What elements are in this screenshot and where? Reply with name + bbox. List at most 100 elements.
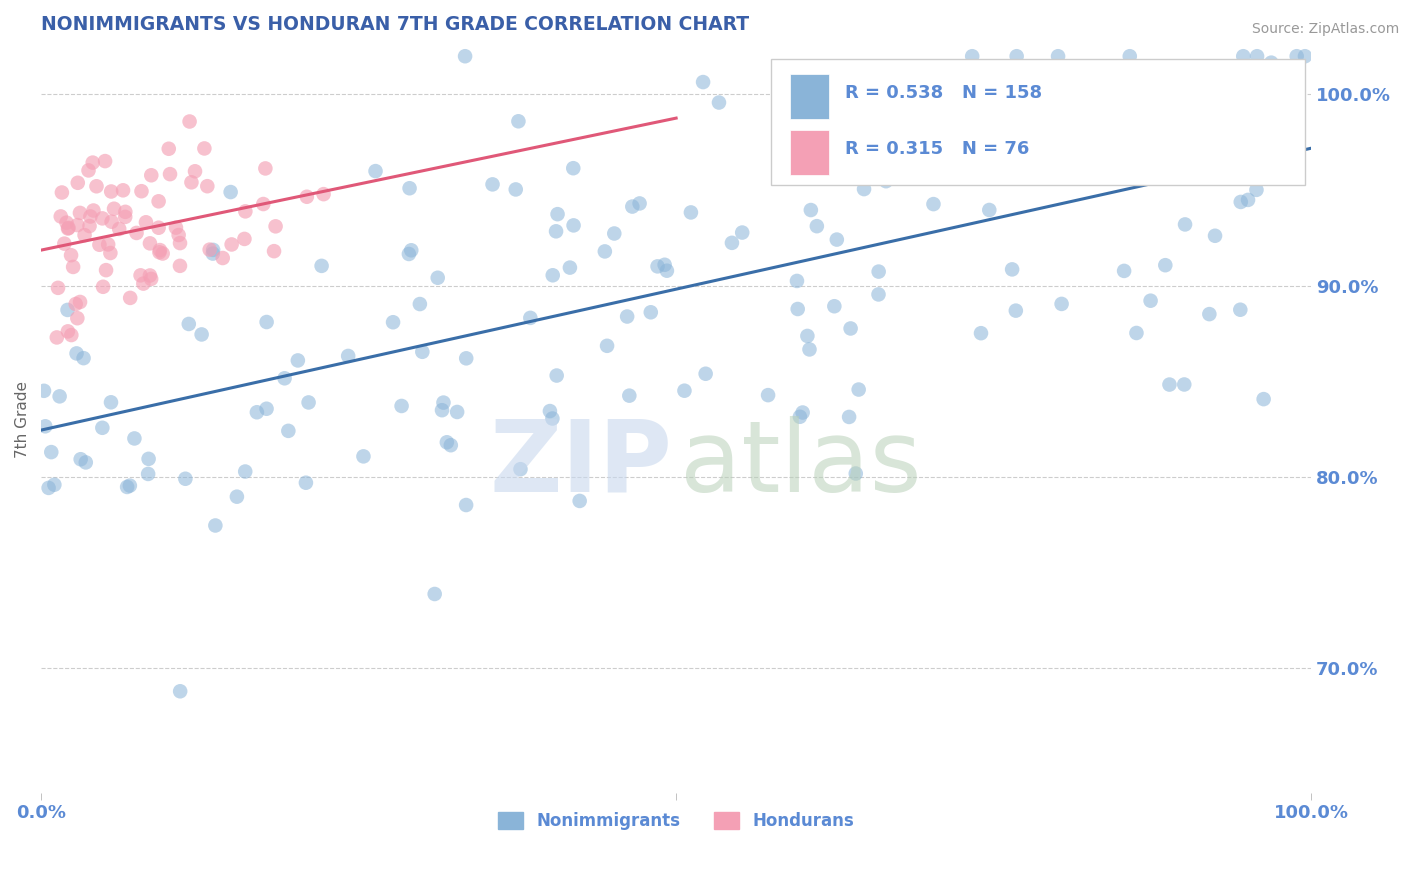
Nonimmigrants bbox=[44, 477, 66, 491]
Nonimmigrants bbox=[430, 403, 453, 417]
Hondurans bbox=[179, 114, 201, 128]
Nonimmigrants bbox=[547, 207, 569, 221]
Nonimmigrants bbox=[1125, 326, 1147, 340]
Nonimmigrants bbox=[177, 317, 200, 331]
Nonimmigrants bbox=[1253, 392, 1275, 406]
Nonimmigrants bbox=[136, 467, 159, 481]
Nonimmigrants bbox=[138, 451, 160, 466]
FancyBboxPatch shape bbox=[790, 130, 828, 175]
Nonimmigrants bbox=[707, 95, 730, 110]
Nonimmigrants bbox=[1237, 193, 1260, 207]
Nonimmigrants bbox=[538, 404, 561, 418]
Hondurans bbox=[198, 243, 221, 257]
Hondurans bbox=[114, 210, 136, 224]
Nonimmigrants bbox=[34, 419, 56, 434]
Nonimmigrants bbox=[1004, 303, 1026, 318]
Nonimmigrants bbox=[219, 185, 242, 199]
Legend: Nonimmigrants, Hondurans: Nonimmigrants, Hondurans bbox=[492, 805, 860, 837]
Nonimmigrants bbox=[426, 270, 449, 285]
Text: R = 0.315   N = 76: R = 0.315 N = 76 bbox=[845, 140, 1029, 158]
Nonimmigrants bbox=[789, 409, 811, 424]
Nonimmigrants bbox=[69, 452, 91, 467]
Nonimmigrants bbox=[382, 315, 405, 329]
Nonimmigrants bbox=[456, 351, 478, 366]
Nonimmigrants bbox=[56, 302, 79, 317]
Nonimmigrants bbox=[979, 202, 1001, 217]
Nonimmigrants bbox=[838, 409, 860, 424]
Nonimmigrants bbox=[115, 480, 138, 494]
Nonimmigrants bbox=[544, 224, 567, 238]
Nonimmigrants bbox=[411, 344, 433, 359]
Hondurans bbox=[148, 245, 170, 260]
Nonimmigrants bbox=[65, 346, 87, 360]
Nonimmigrants bbox=[364, 164, 387, 178]
Nonimmigrants bbox=[311, 259, 333, 273]
Hondurans bbox=[112, 183, 135, 197]
Nonimmigrants bbox=[401, 244, 423, 258]
Nonimmigrants bbox=[508, 114, 530, 128]
Nonimmigrants bbox=[1119, 49, 1142, 63]
Nonimmigrants bbox=[1285, 49, 1308, 63]
Hondurans bbox=[62, 260, 84, 274]
Nonimmigrants bbox=[1029, 155, 1052, 169]
Nonimmigrants bbox=[1005, 49, 1028, 63]
Text: Source: ZipAtlas.com: Source: ZipAtlas.com bbox=[1251, 22, 1399, 37]
Hondurans bbox=[66, 176, 89, 190]
Hondurans bbox=[56, 324, 79, 338]
Text: atlas: atlas bbox=[681, 416, 921, 513]
Hondurans bbox=[159, 167, 181, 181]
Nonimmigrants bbox=[1198, 307, 1220, 321]
Nonimmigrants bbox=[1174, 218, 1197, 232]
Nonimmigrants bbox=[1232, 49, 1254, 63]
Nonimmigrants bbox=[432, 395, 454, 409]
Y-axis label: 7th Grade: 7th Grade bbox=[15, 381, 30, 458]
Nonimmigrants bbox=[1212, 77, 1234, 91]
Hondurans bbox=[169, 259, 191, 273]
Nonimmigrants bbox=[786, 274, 808, 288]
Nonimmigrants bbox=[225, 490, 247, 504]
Hondurans bbox=[65, 297, 87, 311]
Hondurans bbox=[89, 237, 111, 252]
Hondurans bbox=[131, 184, 153, 198]
Nonimmigrants bbox=[593, 244, 616, 259]
Nonimmigrants bbox=[1197, 169, 1219, 183]
Nonimmigrants bbox=[868, 264, 890, 278]
Hondurans bbox=[66, 311, 89, 326]
Nonimmigrants bbox=[202, 243, 225, 257]
Nonimmigrants bbox=[628, 196, 651, 211]
Hondurans bbox=[148, 220, 170, 235]
Nonimmigrants bbox=[1246, 183, 1268, 197]
Hondurans bbox=[169, 236, 191, 251]
Hondurans bbox=[55, 216, 77, 230]
Nonimmigrants bbox=[204, 518, 226, 533]
Hondurans bbox=[295, 190, 318, 204]
Nonimmigrants bbox=[655, 263, 678, 277]
Hondurans bbox=[180, 175, 202, 189]
Nonimmigrants bbox=[481, 178, 503, 192]
Nonimmigrants bbox=[848, 383, 870, 397]
Nonimmigrants bbox=[454, 49, 477, 63]
Nonimmigrants bbox=[546, 368, 568, 383]
Nonimmigrants bbox=[398, 181, 420, 195]
Hondurans bbox=[53, 236, 76, 251]
FancyBboxPatch shape bbox=[790, 74, 828, 119]
Nonimmigrants bbox=[823, 299, 845, 313]
Nonimmigrants bbox=[1226, 83, 1249, 97]
Hondurans bbox=[211, 251, 233, 265]
Nonimmigrants bbox=[1066, 166, 1088, 180]
Nonimmigrants bbox=[756, 388, 779, 402]
Hondurans bbox=[139, 236, 162, 251]
Nonimmigrants bbox=[786, 301, 808, 316]
Nonimmigrants bbox=[398, 247, 420, 261]
Nonimmigrants bbox=[973, 169, 995, 184]
Hondurans bbox=[141, 168, 163, 182]
Hondurans bbox=[167, 227, 190, 242]
Nonimmigrants bbox=[541, 411, 564, 425]
Hondurans bbox=[49, 210, 72, 224]
Hondurans bbox=[94, 154, 117, 169]
Hondurans bbox=[157, 142, 180, 156]
Hondurans bbox=[45, 330, 67, 344]
Nonimmigrants bbox=[337, 349, 360, 363]
Hondurans bbox=[91, 280, 114, 294]
Nonimmigrants bbox=[568, 494, 591, 508]
